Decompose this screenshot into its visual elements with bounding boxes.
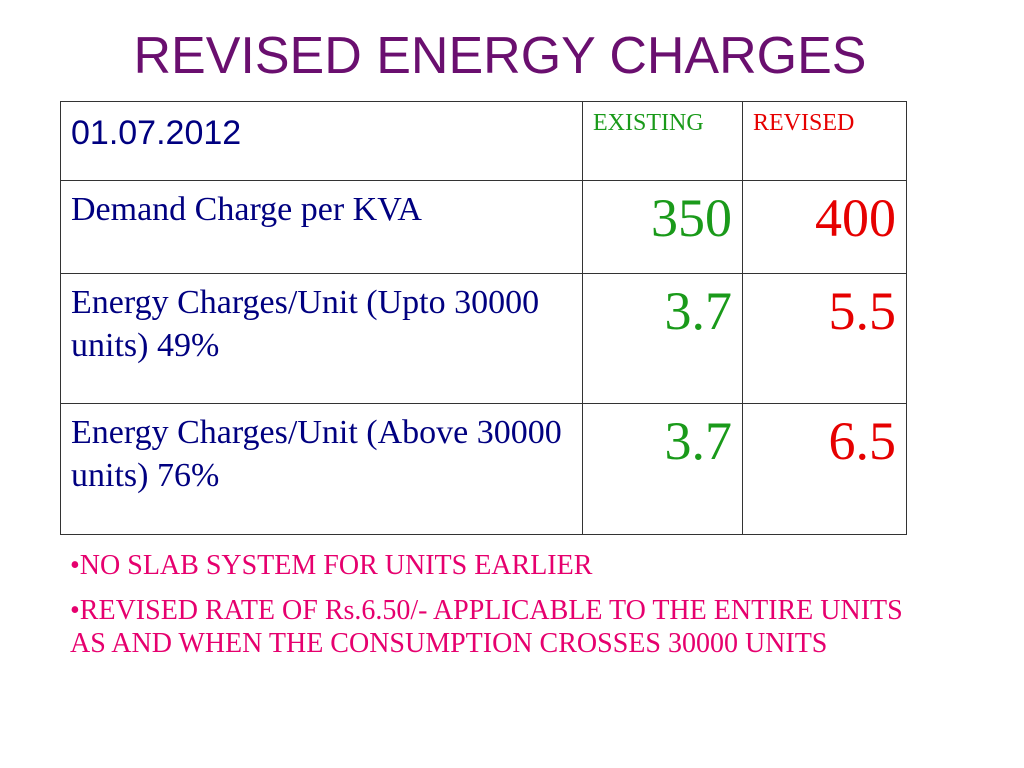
header-revised: REVISED bbox=[742, 101, 907, 181]
table-row: Energy Charges/Unit (Upto 30000 units) 4… bbox=[60, 273, 907, 404]
date-cell: 01.07.2012 bbox=[60, 101, 583, 181]
row-label: Demand Charge per KVA bbox=[60, 180, 583, 274]
note-item: •NO SLAB SYSTEM FOR UNITS EARLIER bbox=[70, 550, 593, 581]
revised-value: 5.5 bbox=[742, 273, 907, 404]
table-row: Demand Charge per KVA 350 400 bbox=[60, 180, 907, 274]
existing-value: 350 bbox=[582, 180, 743, 274]
note-item: •REVISED RATE OF Rs.6.50/- APPLICABLE TO… bbox=[70, 594, 903, 659]
table-header-row: 01.07.2012 EXISTING REVISED bbox=[60, 101, 907, 181]
revised-value: 400 bbox=[742, 180, 907, 274]
row-label: Energy Charges/Unit (Above 30000 units) … bbox=[60, 403, 583, 535]
existing-value: 3.7 bbox=[582, 273, 743, 404]
page-title: REVISED ENERGY CHARGES bbox=[133, 27, 867, 85]
table-row: Energy Charges/Unit (Above 30000 units) … bbox=[60, 403, 907, 535]
notes-list: •NO SLAB SYSTEM FOR UNITS EARLIER •REVIS… bbox=[70, 550, 920, 672]
row-label: Energy Charges/Unit (Upto 30000 units) 4… bbox=[60, 273, 583, 404]
revised-value: 6.5 bbox=[742, 403, 907, 535]
header-existing: EXISTING bbox=[582, 101, 743, 181]
energy-charges-table: 01.07.2012 EXISTING REVISED Demand Charg… bbox=[60, 101, 907, 535]
existing-value: 3.7 bbox=[582, 403, 743, 535]
